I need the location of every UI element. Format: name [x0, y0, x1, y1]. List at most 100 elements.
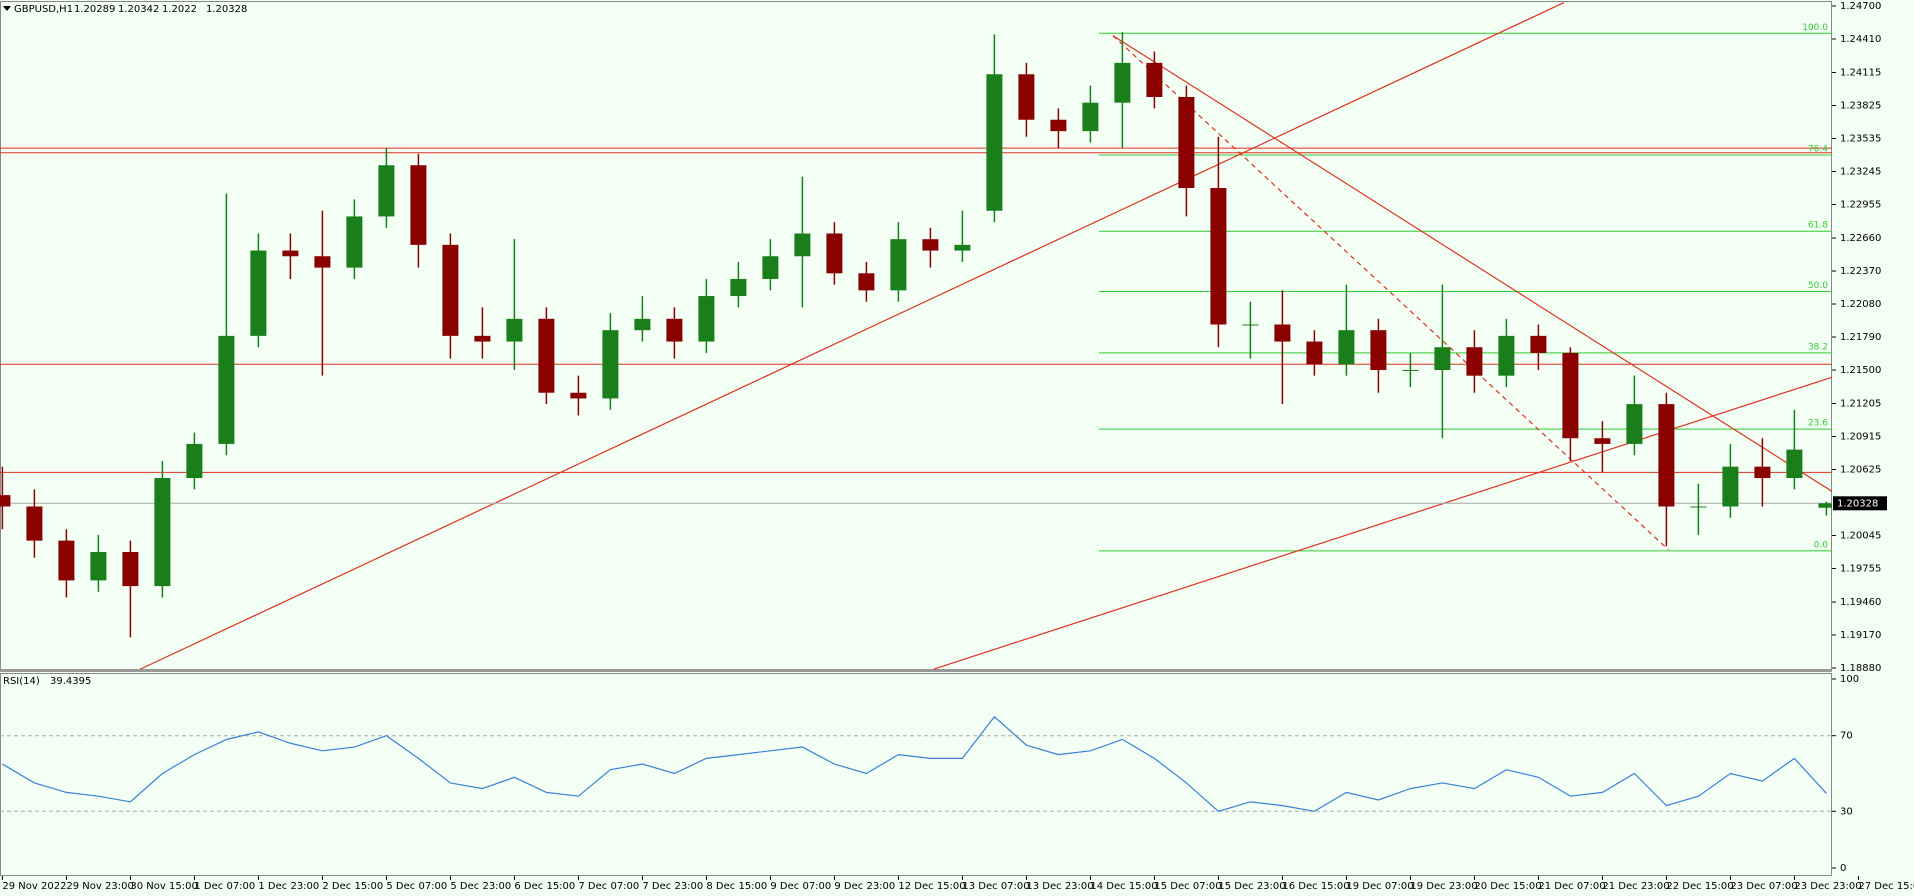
candle-body — [730, 278, 747, 297]
candle-body — [1466, 347, 1483, 376]
x-tick-label: 12 Dec 15:00 — [898, 881, 965, 892]
x-tick-label: 1 Dec 07:00 — [194, 881, 255, 892]
y-tick-label: 1.22080 — [1840, 299, 1881, 310]
y-tick-label: 1.20625 — [1840, 465, 1881, 476]
symbol: GBPUSD,H1 — [14, 4, 73, 15]
candle-body — [698, 296, 715, 342]
trendline — [933, 376, 1832, 670]
x-tick-label: 13 Dec 07:00 — [962, 881, 1029, 892]
y-tick-label: 1.24115 — [1840, 68, 1881, 79]
candle-body — [314, 256, 331, 268]
x-tick-label: 29 Nov 23:00 — [66, 881, 133, 892]
y-tick-label: 1.21790 — [1840, 332, 1881, 343]
candle-body — [1082, 102, 1099, 132]
x-tick-label: 5 Dec 07:00 — [386, 881, 447, 892]
candle-body — [794, 233, 811, 257]
x-tick-label: 15 Dec 07:00 — [1154, 881, 1221, 892]
x-tick-label: 22 Dec 15:00 — [1666, 881, 1733, 892]
separator — [0, 669, 1832, 672]
candle-body — [1210, 187, 1227, 325]
candle-body — [218, 335, 235, 444]
candle-body — [1818, 503, 1832, 508]
x-tick-label: 7 Dec 23:00 — [642, 881, 703, 892]
x-tick-label: 14 Dec 15:00 — [1090, 881, 1157, 892]
rsi-plot — [0, 715, 1832, 812]
x-tick-label: 21 Dec 07:00 — [1538, 881, 1605, 892]
candle-body — [634, 318, 651, 331]
candle-body — [346, 216, 363, 268]
y-tick-label: 1.21500 — [1840, 365, 1881, 376]
candle-body — [58, 540, 75, 581]
x-tick-label: 23 Dec 23:00 — [1794, 881, 1861, 892]
x-tick-label: 19 Dec 07:00 — [1346, 881, 1413, 892]
x-tick-label: 6 Dec 15:00 — [514, 881, 575, 892]
candle-body — [570, 392, 587, 399]
price-box — [1833, 496, 1887, 511]
candle-body — [1306, 341, 1323, 365]
y-tick-label: 1.23245 — [1840, 167, 1881, 178]
x-tick-label: 1 Dec 23:00 — [258, 881, 319, 892]
y-tick-label: 1.24700 — [1840, 1, 1881, 12]
x-tick-label: 2 Dec 15:00 — [322, 881, 383, 892]
x-tick-label: 29 Nov 2022 — [2, 881, 66, 892]
x-tick-label: 19 Dec 23:00 — [1410, 881, 1477, 892]
candle-body — [474, 335, 491, 342]
close: 1.20328 — [206, 4, 247, 15]
candle-body — [762, 256, 779, 279]
candle-body — [1786, 449, 1803, 479]
candle-body — [1658, 404, 1675, 507]
fibo-label: 50.0 — [1808, 281, 1828, 291]
x-tick-label: 8 Dec 15:00 — [706, 881, 767, 892]
candle-body — [154, 478, 171, 587]
rsi-tick-label: 30 — [1840, 806, 1853, 817]
x-tick-label: 27 Dec 15:00 — [1858, 881, 1914, 892]
y-tick-label: 1.19460 — [1840, 597, 1881, 608]
y-tick-label: 1.18880 — [1840, 663, 1881, 674]
y-tick-label: 1.23825 — [1840, 101, 1881, 112]
candle-body — [122, 551, 139, 587]
fibo-label: 0.0 — [1814, 540, 1829, 550]
candle-body — [1498, 335, 1515, 376]
fibo-label: 76.4 — [1808, 145, 1828, 155]
candle-body — [282, 250, 299, 257]
rsi-tick-label: 70 — [1840, 731, 1853, 742]
candle-body — [1018, 74, 1035, 120]
candle-body — [1178, 96, 1195, 188]
candle-body — [506, 318, 523, 342]
y-tick-label: 1.22955 — [1840, 199, 1881, 210]
candle-body — [1626, 404, 1643, 444]
trendline — [1112, 35, 1669, 551]
candle-body — [1530, 335, 1547, 353]
x-tick-label: 9 Dec 07:00 — [770, 881, 831, 892]
candle-body — [1274, 324, 1291, 342]
fibo-label: 38.2 — [1808, 342, 1828, 352]
x-tick-label: 21 Dec 23:00 — [1602, 881, 1669, 892]
candle-body — [922, 239, 939, 251]
candle-body — [1690, 506, 1707, 508]
y-tick-label: 1.20915 — [1840, 432, 1881, 443]
y-tick-label: 1.19170 — [1840, 630, 1881, 641]
y-tick-label: 1.22370 — [1840, 266, 1881, 277]
candle-body — [666, 318, 683, 342]
y-tick-label: 1.20045 — [1840, 530, 1881, 541]
fibo-label: 100.0 — [1802, 23, 1828, 33]
candle-body — [1594, 438, 1611, 444]
rsi-title: RSI(14) — [3, 676, 40, 687]
candle-body — [1050, 119, 1067, 132]
rsi-tick-label: 0 — [1840, 863, 1846, 874]
candle-body — [1754, 466, 1771, 479]
y-tick-label: 1.23535 — [1840, 134, 1881, 145]
candle-body — [442, 244, 459, 336]
fibo-label: 61.8 — [1808, 221, 1828, 231]
candle-body — [1146, 62, 1163, 97]
candle-body — [378, 165, 395, 217]
open: 1.20289 — [74, 4, 115, 15]
rsi-line — [2, 715, 1827, 812]
fibo-label: 23.6 — [1808, 419, 1828, 429]
candle-body — [986, 74, 1003, 211]
rsi-value: 39.4395 — [50, 676, 91, 687]
candle-body — [0, 495, 11, 507]
high: 1.20342 — [118, 4, 159, 15]
